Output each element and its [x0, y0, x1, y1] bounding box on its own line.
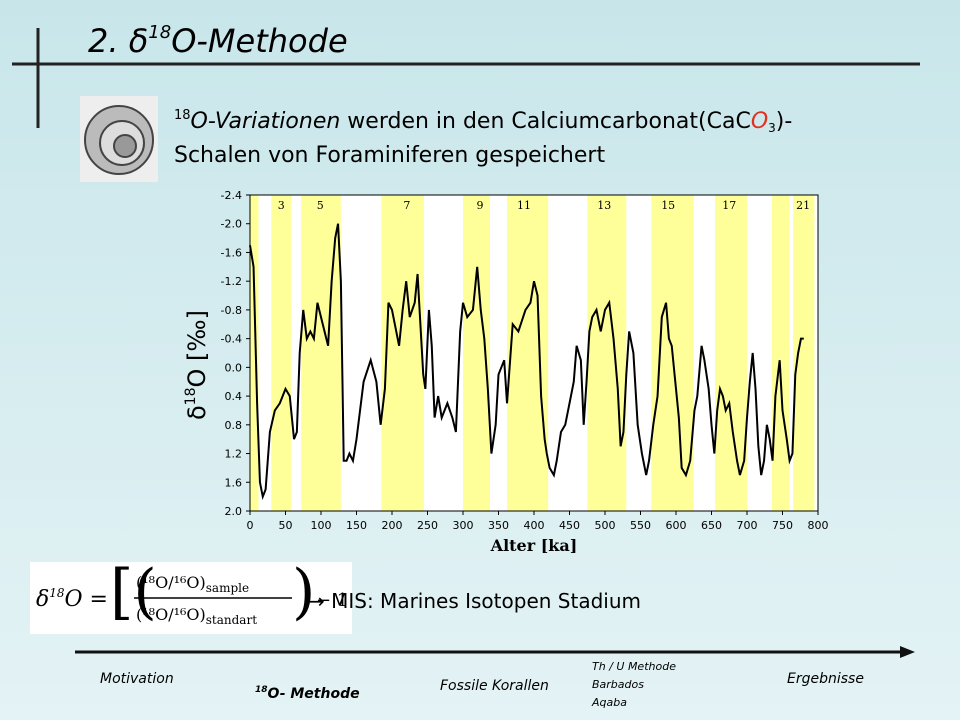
- y-tick-label: -1.6: [221, 246, 242, 259]
- stage-label: 11: [517, 199, 531, 212]
- nav-item[interactable]: 18O- Methode: [255, 685, 360, 702]
- y-label-part: δ: [183, 405, 211, 420]
- stage-band: [381, 195, 424, 511]
- stage-label: 13: [597, 199, 611, 212]
- stage-label: 7: [403, 199, 410, 212]
- x-tick-label: 600: [666, 519, 687, 532]
- x-tick-label: 150: [346, 519, 367, 532]
- x-tick-label: 300: [453, 519, 474, 532]
- stage-label: 15: [661, 199, 675, 212]
- intro-line1: 18O-Variationen werden in den Calciumcar…: [174, 108, 792, 135]
- nav-item[interactable]: Motivation: [100, 671, 174, 687]
- stage-label: 17: [722, 199, 736, 212]
- stage-band: [793, 195, 815, 511]
- formula-tail: − 1: [316, 590, 348, 611]
- x-axis-label: Alter [ka]: [490, 536, 578, 555]
- stage-band: [715, 195, 747, 511]
- stage-label: 21: [796, 199, 810, 212]
- stage-band: [507, 195, 549, 511]
- nav-arrowhead: [900, 646, 915, 658]
- y-tick-label: -0.4: [221, 333, 242, 346]
- stage-label: 9: [477, 199, 484, 212]
- data-line: [249, 223, 804, 501]
- y-axis-label: δ18O [‰]: [183, 310, 211, 420]
- x-tick-label: 400: [524, 519, 545, 532]
- y-tick-label: -2.4: [221, 189, 242, 202]
- x-tick-label: 650: [701, 519, 722, 532]
- intro-line2: Schalen von Foraminiferen gespeichert: [174, 143, 605, 168]
- formula: δ18O = [( (¹⁸O/¹⁶O)sample (¹⁸O/¹⁶O)stand…: [30, 557, 352, 634]
- x-tick-label: 500: [595, 519, 616, 532]
- y-tick-label: 1.6: [225, 476, 243, 489]
- y-tick-label: 2.0: [225, 505, 243, 518]
- slide-title: 2. δ18O-Methode: [88, 22, 348, 60]
- chart: 3 5 7 9 11 13 15 17 21 -2.4 -2.0 -1.6 -1.2 -0.8 -0.4 0.…: [183, 189, 829, 555]
- x-tick-label: 200: [382, 519, 403, 532]
- plot-border: [249, 194, 819, 512]
- nav-item[interactable]: Fossile Korallen: [440, 678, 549, 694]
- x-tick-label: 350: [488, 519, 509, 532]
- nav-item[interactable]: Aqaba: [591, 696, 627, 709]
- annotation: → MIS: Marines Isotopen Stadium: [308, 589, 641, 613]
- stage-band: [771, 195, 790, 511]
- stage-band: [587, 195, 627, 511]
- nav-item[interactable]: Th / U Methode: [592, 660, 676, 673]
- formula-lhs: δ18O =: [36, 586, 108, 612]
- foram-icon: [80, 96, 158, 182]
- bracket: [(: [110, 557, 157, 627]
- shell: [113, 134, 137, 158]
- stage-band: [271, 195, 292, 511]
- x-tick-label: 750: [772, 519, 793, 532]
- x-tick-label: 250: [417, 519, 438, 532]
- nav-item[interactable]: Ergebnisse: [787, 671, 864, 687]
- y-tick-label: 0.4: [225, 390, 243, 403]
- y-tick-label: -0.8: [221, 304, 242, 317]
- x-tick-label: 800: [808, 519, 829, 532]
- y-tick-label: -2.0: [221, 218, 242, 231]
- y-tick-label: -1.2: [221, 275, 242, 288]
- x-tick-label: 450: [559, 519, 580, 532]
- x-tick-label: 700: [737, 519, 758, 532]
- x-tick-label: 550: [630, 519, 651, 532]
- nav-item[interactable]: Barbados: [592, 678, 644, 691]
- nav-bar: Motivation 18O- Methode Fossile Korallen…: [75, 646, 915, 709]
- x-tick-label: 50: [279, 519, 293, 532]
- y-tick-label: 1.2: [225, 448, 243, 461]
- y-tick-label: 0.8: [225, 419, 243, 432]
- stage-band: [250, 195, 259, 511]
- bracket: ): [292, 557, 315, 627]
- x-tick-label: 100: [311, 519, 332, 532]
- denominator: (¹⁸O/¹⁶O)standart: [136, 605, 257, 627]
- numerator: (¹⁸O/¹⁶O)sample: [136, 573, 249, 595]
- y-label-part: O [‰]: [183, 310, 211, 387]
- y-label-part: 18: [183, 387, 199, 405]
- x-tick-label: 0: [247, 519, 254, 532]
- stage-label: 3: [278, 199, 285, 212]
- y-tick-label: 0.0: [225, 361, 243, 374]
- stage-label: 5: [317, 199, 324, 212]
